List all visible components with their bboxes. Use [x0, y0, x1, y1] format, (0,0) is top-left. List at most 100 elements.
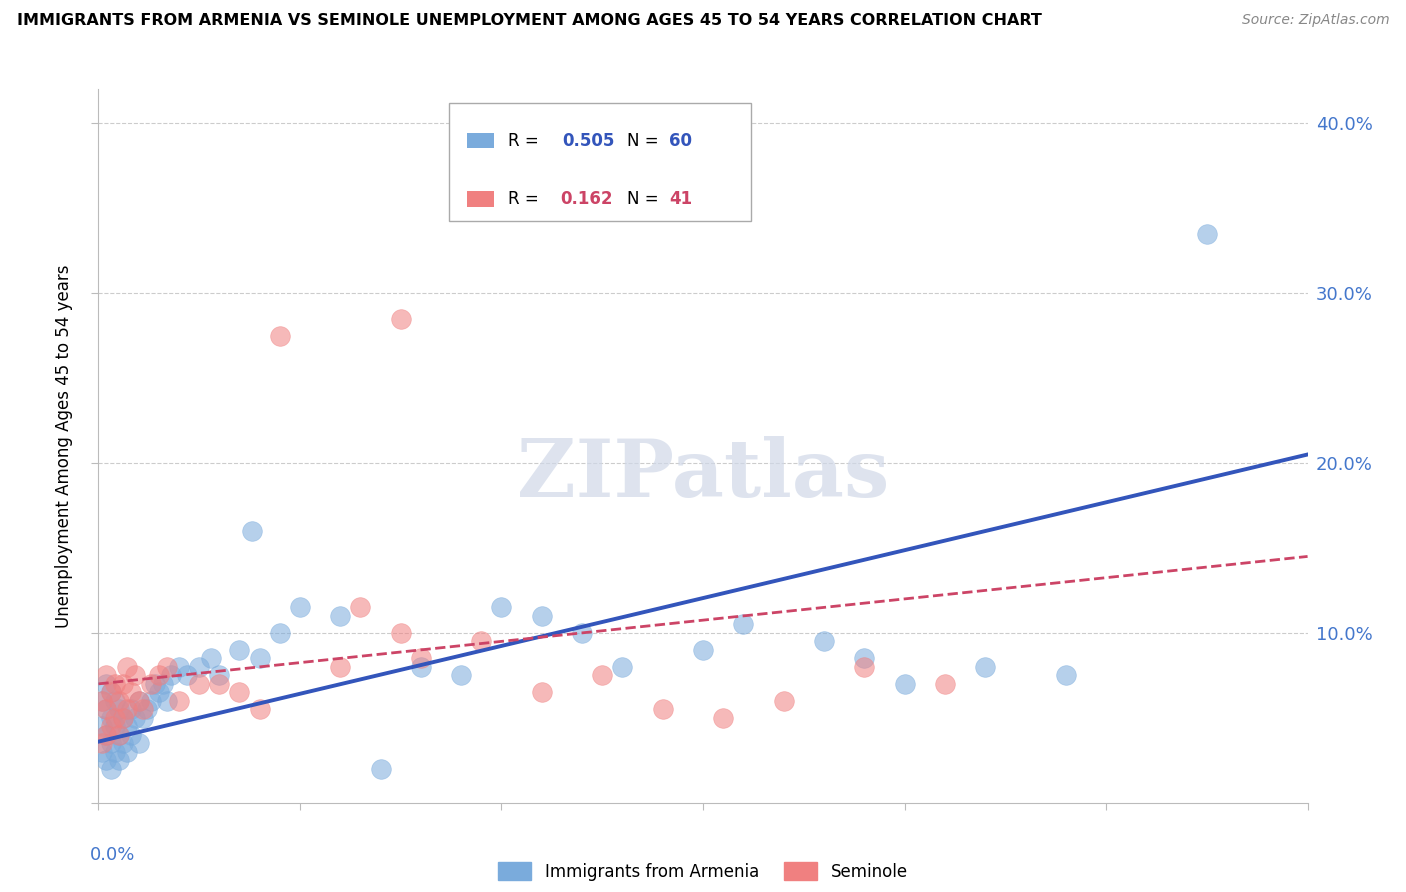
Point: [135, 702, 157, 716]
Text: 0.162: 0.162: [561, 190, 613, 208]
Point: [530, 608, 553, 623]
Point: [96, 728, 118, 742]
Point: [103, 719, 125, 733]
Point: [91, 694, 114, 708]
Point: [115, 745, 138, 759]
Text: IMMIGRANTS FROM ARMENIA VS SEMINOLE UNEMPLOYMENT AMONG AGES 45 TO 54 YEARS CORRE: IMMIGRANTS FROM ARMENIA VS SEMINOLE UNEM…: [17, 13, 1042, 29]
Text: ZIPatlas: ZIPatlas: [517, 435, 889, 514]
Point: [139, 677, 162, 691]
Text: 0.0%: 0.0%: [90, 846, 136, 863]
Point: [208, 677, 231, 691]
Point: [103, 694, 125, 708]
Point: [409, 660, 432, 674]
Point: [111, 711, 134, 725]
FancyBboxPatch shape: [467, 191, 494, 207]
Point: [269, 626, 291, 640]
Point: [100, 762, 122, 776]
FancyBboxPatch shape: [467, 133, 494, 148]
Point: [115, 702, 138, 716]
Point: [1054, 668, 1077, 682]
Point: [240, 524, 263, 538]
Point: [692, 643, 714, 657]
Point: [249, 702, 271, 716]
Point: [96, 702, 118, 716]
Point: [96, 728, 118, 742]
Point: [188, 660, 211, 674]
FancyBboxPatch shape: [449, 103, 751, 221]
Point: [103, 677, 125, 691]
Point: [329, 608, 352, 623]
Point: [143, 677, 166, 691]
Point: [100, 736, 122, 750]
Text: 0.505: 0.505: [562, 132, 614, 150]
Point: [96, 677, 118, 691]
Point: [120, 702, 142, 716]
Point: [591, 668, 613, 682]
Point: [103, 711, 125, 725]
Point: [100, 711, 122, 725]
Point: [167, 694, 190, 708]
Point: [111, 677, 134, 691]
Point: [612, 660, 634, 674]
Point: [772, 694, 794, 708]
Point: [91, 736, 114, 750]
Point: [733, 617, 755, 632]
Text: 41: 41: [669, 190, 692, 208]
Point: [115, 719, 138, 733]
Point: [156, 660, 179, 674]
Point: [853, 660, 876, 674]
Point: [389, 626, 412, 640]
Point: [103, 745, 125, 759]
Point: [228, 685, 250, 699]
Point: [148, 685, 170, 699]
Point: [100, 685, 122, 699]
Point: [148, 668, 170, 682]
Point: [91, 719, 114, 733]
Point: [530, 685, 553, 699]
Point: [100, 719, 122, 733]
Point: [571, 626, 593, 640]
Point: [249, 651, 271, 665]
Text: N =: N =: [627, 190, 664, 208]
Point: [111, 711, 134, 725]
Point: [491, 600, 513, 615]
Point: [813, 634, 835, 648]
Point: [115, 660, 138, 674]
Point: [120, 685, 142, 699]
Text: Source: ZipAtlas.com: Source: ZipAtlas.com: [1241, 13, 1389, 28]
Point: [132, 711, 155, 725]
Point: [228, 643, 250, 657]
Text: N =: N =: [627, 132, 664, 150]
Text: 60: 60: [669, 132, 692, 150]
Y-axis label: Unemployment Among Ages 45 to 54 years: Unemployment Among Ages 45 to 54 years: [55, 264, 73, 628]
Point: [124, 711, 146, 725]
Text: R =: R =: [509, 190, 544, 208]
Point: [160, 668, 183, 682]
Point: [107, 728, 129, 742]
Point: [107, 702, 129, 716]
Point: [349, 600, 371, 615]
Point: [96, 753, 118, 767]
Point: [470, 634, 492, 648]
Point: [128, 694, 150, 708]
Point: [132, 702, 155, 716]
Point: [974, 660, 997, 674]
Point: [200, 651, 222, 665]
Point: [288, 600, 311, 615]
Point: [152, 677, 174, 691]
Point: [91, 694, 114, 708]
Point: [91, 745, 114, 759]
Point: [128, 694, 150, 708]
Point: [711, 711, 734, 725]
Point: [167, 660, 190, 674]
Point: [156, 694, 179, 708]
Point: [188, 677, 211, 691]
Point: [329, 660, 352, 674]
Text: R =: R =: [509, 132, 544, 150]
Point: [124, 668, 146, 682]
Point: [269, 328, 291, 343]
Point: [651, 702, 673, 716]
Point: [107, 728, 129, 742]
Point: [934, 677, 956, 691]
Point: [893, 677, 915, 691]
